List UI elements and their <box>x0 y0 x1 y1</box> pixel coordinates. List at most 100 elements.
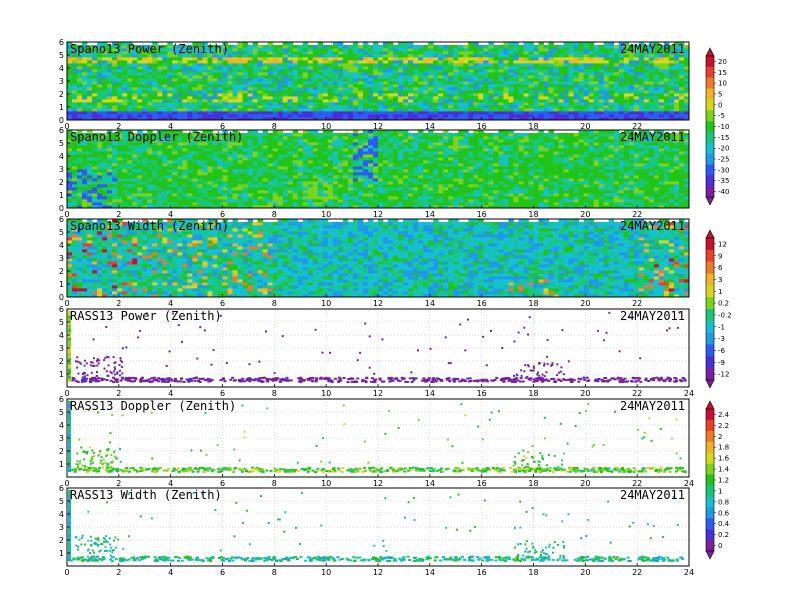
heatmap-cell <box>232 148 238 152</box>
heatmap-cell <box>212 139 218 143</box>
heatmap-cell <box>112 51 118 55</box>
heatmap-cell <box>398 117 404 121</box>
heatmap-cell <box>398 199 404 203</box>
heatmap-cell <box>142 114 148 118</box>
heatmap-cell <box>297 145 304 149</box>
heatmap-cell <box>317 69 324 73</box>
heatmap-cell <box>498 87 504 91</box>
heatmap-cell <box>498 93 504 97</box>
heatmap-cell <box>513 78 519 82</box>
heatmap-cell <box>132 54 138 58</box>
heatmap-cell <box>337 69 344 73</box>
heatmap-cell <box>603 81 610 85</box>
heatmap-cell <box>528 81 534 85</box>
heatmap-cell <box>147 199 153 203</box>
heatmap-cell <box>167 96 173 100</box>
heatmap-cell <box>192 48 198 52</box>
heatmap-cell <box>272 66 279 70</box>
heatmap-cell <box>147 166 153 170</box>
heatmap-cell <box>77 184 83 188</box>
heatmap-cell <box>127 87 133 91</box>
heatmap-cell <box>257 202 263 206</box>
heatmap-cell <box>413 99 419 103</box>
heatmap-cell <box>242 57 248 61</box>
heatmap-cell <box>378 196 384 200</box>
heatmap-cell <box>107 196 113 200</box>
heatmap-cell <box>197 48 203 52</box>
heatmap-cell <box>262 81 268 85</box>
heatmap-cell <box>97 157 103 161</box>
heatmap-cell <box>403 93 409 97</box>
heatmap-cell <box>363 169 369 173</box>
heatmap-cell <box>383 202 389 206</box>
heatmap-cell <box>272 181 279 185</box>
heatmap-cell <box>322 57 329 61</box>
heatmap-cell <box>653 72 660 76</box>
heatmap-cell <box>458 78 464 82</box>
heatmap-cell <box>408 72 414 76</box>
heatmap-cell <box>322 139 329 143</box>
heatmap-cell <box>317 105 324 109</box>
heatmap-cell <box>237 151 243 155</box>
heatmap-cells <box>67 42 690 121</box>
heatmap-cell <box>347 139 354 143</box>
heatmap-cell <box>287 196 294 200</box>
heatmap-cell <box>282 66 289 70</box>
heatmap-cell <box>197 105 203 109</box>
x-tick-label: 8 <box>272 122 277 131</box>
heatmap-cell <box>307 160 314 164</box>
heatmap-cell <box>337 190 344 194</box>
heatmap-cell <box>207 96 213 100</box>
heatmap-cell <box>262 108 268 112</box>
heatmap-cell <box>548 93 554 97</box>
heatmap-cell <box>257 169 263 173</box>
heatmap-cell <box>458 99 464 103</box>
heatmap-cell <box>207 117 213 121</box>
heatmap-cell <box>528 117 534 121</box>
heatmap-cell <box>232 145 238 149</box>
heatmap-cell <box>322 111 329 115</box>
heatmap-cell <box>578 72 584 76</box>
heatmap-cell <box>127 48 133 52</box>
heatmap-cell <box>322 145 329 149</box>
heatmap-cell <box>302 172 309 176</box>
heatmap-cell <box>337 148 344 152</box>
heatmap-cell <box>388 169 394 173</box>
heatmap-cell <box>152 72 158 76</box>
heatmap-cell <box>157 148 163 152</box>
heatmap-cell <box>77 157 83 161</box>
heatmap-cell <box>342 151 349 155</box>
heatmap-cell <box>302 84 309 88</box>
heatmap-cell <box>428 48 434 52</box>
heatmap-cell <box>87 72 93 76</box>
heatmap-cell <box>167 78 173 82</box>
heatmap-cell <box>368 163 374 167</box>
heatmap-cell <box>342 117 349 121</box>
heatmap-cell <box>638 45 645 49</box>
heatmap-cell <box>388 117 394 121</box>
heatmap-cell <box>363 139 369 143</box>
heatmap-cell <box>593 111 600 115</box>
heatmap-cell <box>383 66 389 70</box>
y-tick-label: 0 <box>59 116 64 125</box>
heatmap-cell <box>92 51 98 55</box>
heatmap-cell <box>157 75 163 79</box>
heatmap-cell <box>633 102 640 106</box>
heatmap-cell <box>202 163 208 167</box>
heatmap-cell <box>458 87 464 91</box>
heatmap-cell <box>398 169 404 173</box>
heatmap-cell <box>363 105 369 109</box>
heatmap-cell <box>122 63 128 67</box>
heatmap-cell <box>658 60 665 64</box>
heatmap-cell <box>393 172 399 176</box>
heatmap-cell <box>307 163 314 167</box>
heatmap-cell <box>543 54 549 58</box>
heatmap-cell <box>633 114 640 118</box>
heatmap-cell <box>583 81 590 85</box>
heatmap-cell <box>373 154 379 158</box>
heatmap-cell <box>222 205 228 209</box>
heatmap-cell <box>388 96 394 100</box>
heatmap-cell <box>292 148 299 152</box>
heatmap-cell <box>122 84 128 88</box>
heatmap-cell <box>282 142 289 146</box>
